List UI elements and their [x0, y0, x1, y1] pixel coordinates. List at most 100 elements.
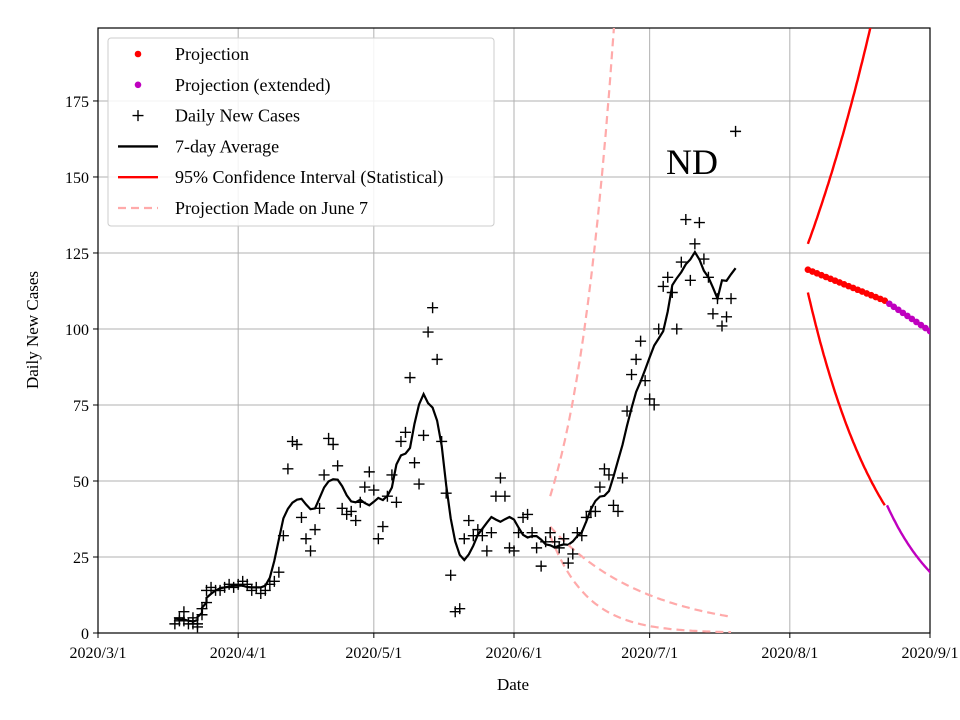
daily-case-marker [698, 253, 710, 265]
daily-case-marker [201, 597, 213, 609]
daily-case-marker [639, 375, 651, 387]
daily-case-marker [363, 466, 375, 478]
daily-case-marker [576, 530, 588, 542]
projection-extended-point [931, 331, 938, 338]
daily-case-marker [291, 439, 303, 451]
daily-case-marker [630, 353, 642, 365]
daily-case-marker [395, 435, 407, 447]
daily-case-marker [295, 511, 307, 523]
legend-item: Projection Made on June 7 [118, 198, 368, 218]
daily-case-marker [662, 271, 674, 283]
daily-case-marker [472, 524, 484, 536]
legend-label: Projection Made on June 7 [175, 198, 368, 218]
legend-label: 95% Confidence Interval (Statistical) [175, 167, 443, 188]
daily-case-marker [626, 369, 638, 381]
daily-case-marker [589, 505, 601, 517]
series-june7-projection-lower [549, 535, 732, 633]
daily-case-marker [567, 548, 579, 560]
daily-case-marker [404, 372, 416, 384]
daily-case-marker [580, 511, 592, 523]
daily-case-marker [635, 335, 647, 347]
x-tick-label: 2020/6/1 [486, 645, 543, 662]
x-axis-label: Date [497, 675, 529, 694]
daily-case-marker [422, 326, 434, 338]
daily-case-marker [494, 472, 506, 484]
daily-case-marker [562, 557, 574, 569]
daily-case-marker [607, 499, 619, 511]
daily-case-marker [598, 463, 610, 475]
daily-case-marker [648, 399, 660, 411]
daily-case-marker [196, 603, 208, 615]
daily-case-marker [309, 524, 321, 536]
daily-case-marker [191, 618, 203, 630]
daily-case-marker [259, 584, 271, 596]
projection-extended-point [954, 346, 960, 353]
daily-case-marker [413, 478, 425, 490]
x-tick-label: 2020/3/1 [70, 645, 127, 662]
daily-case-marker [558, 533, 570, 545]
projection-extended-point [945, 340, 952, 347]
daily-case-marker [418, 429, 430, 441]
daily-case-marker [621, 405, 633, 417]
y-tick-label: 100 [65, 322, 89, 339]
daily-case-marker [535, 560, 547, 572]
daily-case-marker [513, 527, 525, 539]
y-axis-label: Daily New Cases [23, 271, 42, 389]
daily-case-marker [666, 286, 678, 298]
x-tick-label: 2020/7/1 [621, 645, 678, 662]
daily-case-marker [707, 308, 719, 320]
series-ci-lower-extended [885, 504, 930, 574]
daily-case-marker [241, 578, 253, 590]
daily-case-marker [675, 256, 687, 268]
x-axis-ticks: 2020/3/1 2020/4/1 2020/5/1 2020/6/1 2020/7/1… [70, 633, 958, 662]
daily-case-marker [617, 472, 629, 484]
daily-case-marker [282, 463, 294, 475]
state-label: ND [666, 142, 718, 182]
daily-case-marker [359, 481, 371, 493]
y-axis-ticks: 0 25 50 75 100 125 150 175 [65, 94, 98, 643]
projection-extended-point [949, 343, 956, 350]
daily-case-marker [332, 460, 344, 472]
daily-case-marker [463, 515, 475, 527]
y-tick-label: 0 [81, 626, 89, 643]
daily-case-marker [612, 505, 624, 517]
daily-case-marker [476, 530, 488, 542]
daily-case-marker [684, 274, 696, 286]
grid-lines [97, 28, 931, 634]
legend-swatch [132, 110, 144, 122]
daily-case-marker [386, 469, 398, 481]
daily-case-marker [721, 311, 733, 323]
daily-case-marker [711, 293, 723, 305]
daily-case-marker [277, 530, 289, 542]
daily-case-marker [644, 393, 656, 405]
daily-case-marker [689, 238, 701, 250]
legend-item: Daily New Cases [132, 106, 300, 126]
daily-case-marker [657, 280, 669, 292]
legend-swatch [134, 50, 142, 58]
daily-case-marker [350, 515, 362, 527]
daily-case-marker [268, 575, 280, 587]
daily-case-marker [354, 496, 366, 508]
projection-extended-point [936, 334, 943, 341]
x-tick-label: 2020/4/1 [210, 645, 267, 662]
legend-item: Projection (extended) [134, 75, 330, 96]
series-7-day-average [174, 249, 737, 624]
daily-case-marker [318, 469, 330, 481]
daily-case-marker [508, 545, 520, 557]
projection-extended-point [940, 337, 947, 344]
y-tick-label: 75 [73, 398, 89, 415]
legend-label: Projection [175, 44, 249, 64]
daily-case-marker [431, 353, 443, 365]
daily-case-marker [390, 496, 402, 508]
y-tick-label: 50 [73, 474, 89, 491]
y-tick-label: 175 [65, 94, 89, 111]
daily-case-marker [526, 527, 538, 539]
daily-case-marker [440, 487, 452, 499]
daily-case-marker [323, 432, 335, 444]
daily-case-marker [454, 603, 466, 615]
daily-case-marker [594, 481, 606, 493]
daily-case-marker [409, 457, 421, 469]
daily-case-marker [544, 527, 556, 539]
series-ci-upper [806, 28, 872, 245]
